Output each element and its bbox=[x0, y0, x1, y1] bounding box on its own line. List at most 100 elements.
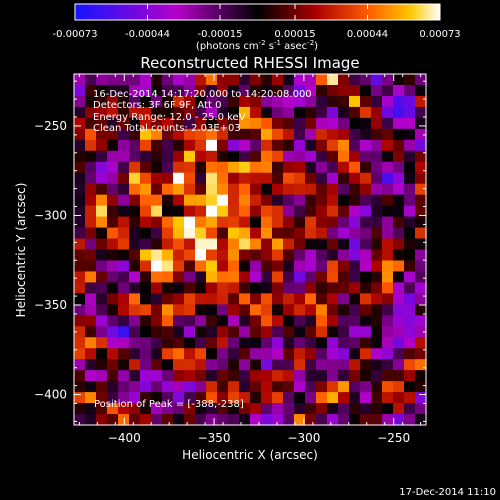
heatmap-cell bbox=[404, 106, 416, 119]
heatmap-cell bbox=[305, 227, 317, 240]
heatmap-cell bbox=[239, 304, 251, 316]
heatmap-cell bbox=[184, 227, 196, 240]
heatmap-cell bbox=[96, 84, 108, 97]
heatmap-cell bbox=[283, 271, 295, 284]
heatmap-cell bbox=[173, 392, 185, 404]
heatmap-cell bbox=[140, 172, 152, 185]
heatmap-cell bbox=[294, 370, 306, 382]
heatmap-cell bbox=[305, 271, 317, 284]
heatmap-cell bbox=[228, 84, 240, 97]
heatmap-cell bbox=[283, 348, 295, 360]
heatmap-cell bbox=[151, 117, 163, 130]
heatmap-cell bbox=[338, 403, 350, 415]
heatmap-cell bbox=[140, 282, 152, 294]
heatmap-cell bbox=[327, 271, 339, 284]
heatmap-cell bbox=[162, 271, 174, 284]
heatmap-cell bbox=[294, 205, 306, 218]
heatmap-cell bbox=[162, 337, 174, 349]
heatmap-cell bbox=[96, 139, 108, 152]
heatmap-cell bbox=[107, 282, 119, 294]
heatmap-cell bbox=[129, 183, 141, 196]
heatmap-cell bbox=[74, 194, 86, 207]
heatmap-cell bbox=[294, 139, 306, 152]
heatmap-cell bbox=[404, 326, 416, 338]
heatmap-cell bbox=[327, 74, 339, 86]
heatmap-cell bbox=[261, 238, 273, 251]
heatmap-cell bbox=[162, 128, 174, 141]
heatmap-cell bbox=[415, 74, 427, 86]
heatmap-cell bbox=[228, 128, 240, 141]
heatmap-cell bbox=[371, 74, 383, 86]
heatmap-cell bbox=[382, 249, 394, 262]
heatmap-cell bbox=[173, 304, 185, 316]
heatmap-cell bbox=[195, 271, 207, 284]
heatmap-cell bbox=[74, 392, 86, 404]
heatmap-cell bbox=[162, 249, 174, 262]
heatmap-cell bbox=[283, 403, 295, 415]
heatmap-cell bbox=[228, 238, 240, 251]
heatmap-cell bbox=[404, 194, 416, 207]
heatmap-cell bbox=[96, 150, 108, 163]
heatmap-cell bbox=[85, 74, 97, 86]
heatmap-cell bbox=[173, 326, 185, 338]
colorbar-tick-label: 0.00044 bbox=[347, 29, 388, 40]
heatmap-cell bbox=[327, 150, 339, 163]
heatmap-cell bbox=[338, 95, 350, 108]
heatmap-cell bbox=[261, 139, 273, 152]
heatmap-cell bbox=[173, 95, 185, 108]
heatmap-cell bbox=[96, 260, 108, 273]
heatmap-cell bbox=[195, 392, 207, 404]
heatmap-cell bbox=[206, 403, 218, 415]
heatmap-cell bbox=[360, 216, 372, 229]
heatmap-cell bbox=[162, 205, 174, 218]
heatmap-cell bbox=[382, 150, 394, 163]
heatmap-cell bbox=[107, 172, 119, 185]
heatmap-cell bbox=[74, 227, 86, 240]
heatmap-cell bbox=[140, 359, 152, 371]
heatmap-cell bbox=[239, 194, 251, 207]
heatmap-cell bbox=[371, 183, 383, 196]
y-axis-label: Heliocentric Y (arcsec) bbox=[14, 183, 28, 318]
heatmap-cell bbox=[294, 95, 306, 108]
heatmap-cell bbox=[151, 249, 163, 262]
heatmap-cell bbox=[217, 381, 229, 393]
heatmap-cell bbox=[272, 249, 284, 262]
heatmap-cell bbox=[338, 293, 350, 305]
heatmap-cell bbox=[228, 315, 240, 327]
heatmap-cell bbox=[140, 249, 152, 262]
heatmap-cell bbox=[393, 271, 405, 284]
heatmap-cell bbox=[151, 271, 163, 284]
heatmap-cell bbox=[162, 238, 174, 251]
heatmap-cell bbox=[327, 381, 339, 393]
heatmap-cell bbox=[261, 414, 273, 426]
heatmap-cell bbox=[184, 392, 196, 404]
heatmap-cell bbox=[360, 249, 372, 262]
heatmap-cell bbox=[228, 403, 240, 415]
heatmap-cell bbox=[206, 150, 218, 163]
heatmap-cell bbox=[140, 139, 152, 152]
heatmap-cell bbox=[305, 172, 317, 185]
heatmap-cell bbox=[360, 359, 372, 371]
heatmap-cell bbox=[327, 403, 339, 415]
heatmap-cell bbox=[349, 117, 361, 130]
heatmap-cell bbox=[107, 326, 119, 338]
heatmap-cell bbox=[74, 271, 86, 284]
heatmap-cell bbox=[272, 304, 284, 316]
heatmap-cell bbox=[239, 282, 251, 294]
heatmap-cell bbox=[371, 282, 383, 294]
heatmap-cell bbox=[283, 95, 295, 108]
heatmap-cell bbox=[96, 216, 108, 229]
heatmap-cell bbox=[173, 194, 185, 207]
heatmap-cell bbox=[415, 183, 427, 196]
heatmap-cell bbox=[173, 172, 185, 185]
heatmap-cell bbox=[360, 194, 372, 207]
heatmap-cell bbox=[184, 359, 196, 371]
heatmap-cell bbox=[129, 227, 141, 240]
heatmap-cell bbox=[239, 161, 251, 174]
heatmap-cell bbox=[195, 260, 207, 273]
heatmap-cell bbox=[272, 139, 284, 152]
heatmap-cell bbox=[404, 139, 416, 152]
heatmap-cell bbox=[393, 150, 405, 163]
heatmap-cell bbox=[272, 260, 284, 273]
heatmap-cell bbox=[217, 161, 229, 174]
